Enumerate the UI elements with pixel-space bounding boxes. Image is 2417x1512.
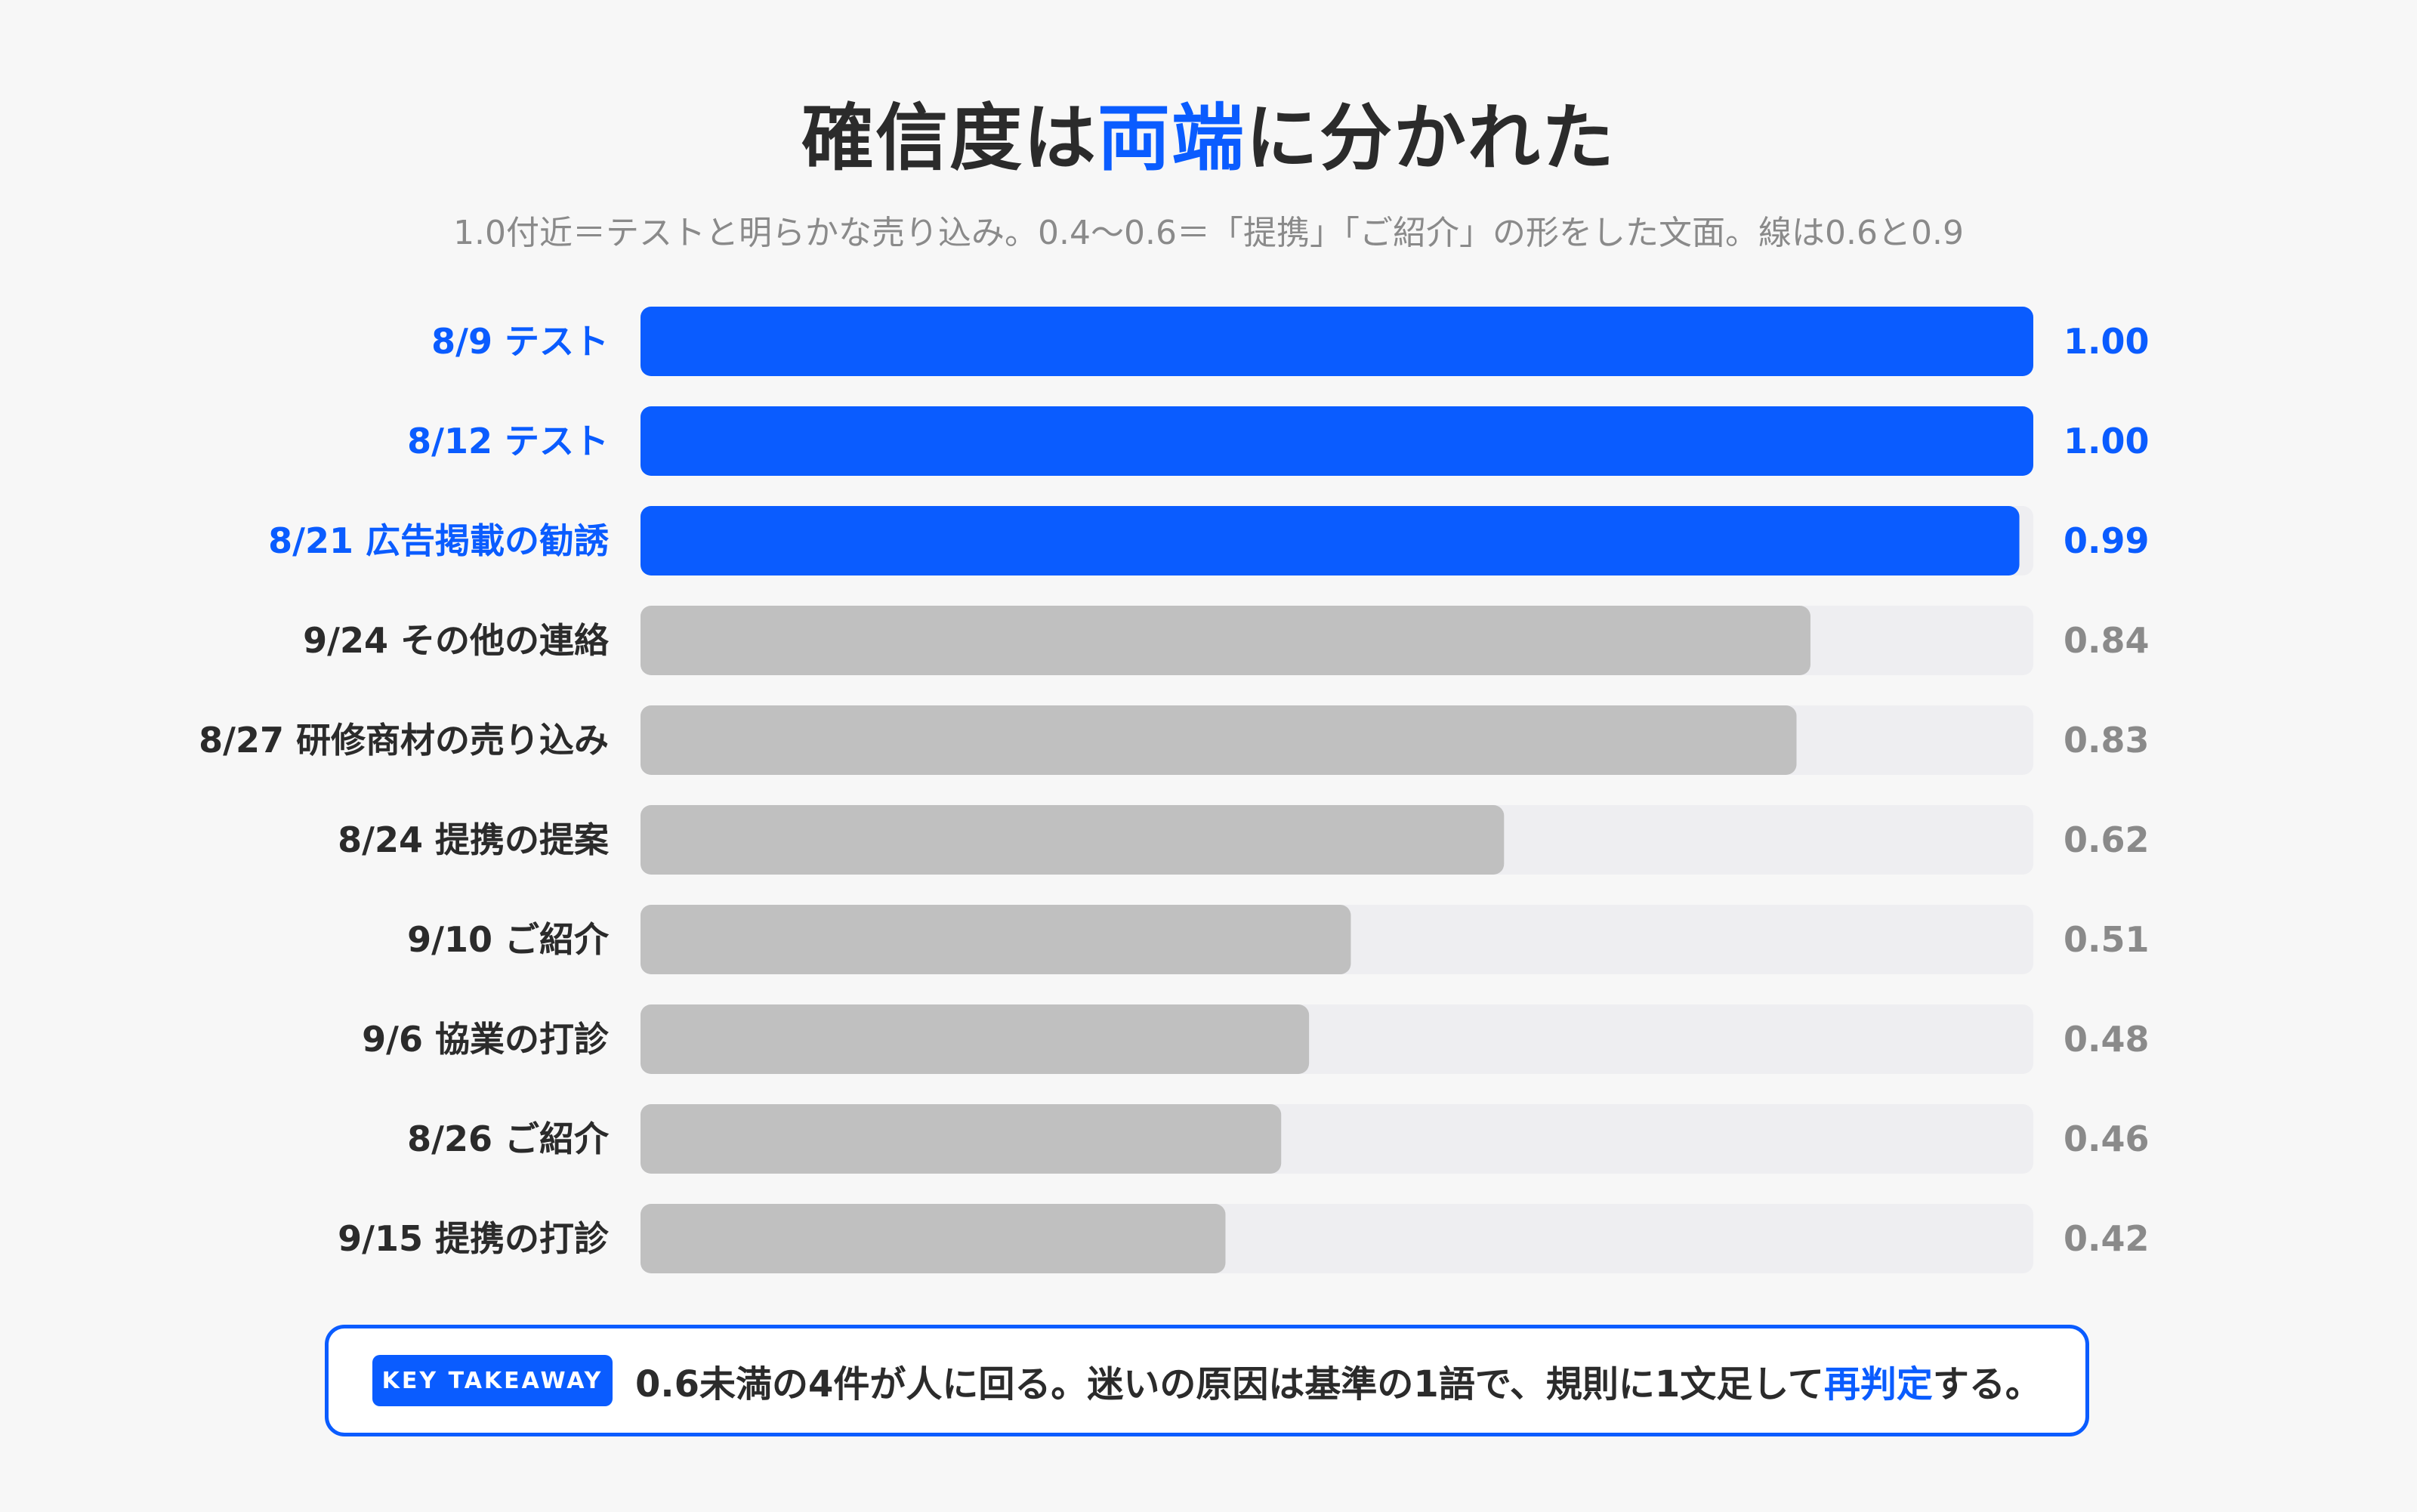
bar (641, 406, 2033, 476)
takeaway-text-before: 0.6未満の4件が人に回る。迷いの原因は基準の1語で、規則に1文足して (635, 1363, 1824, 1406)
bar (641, 1104, 1282, 1174)
bar (641, 506, 2020, 575)
key-takeaway-badge: KEY TAKEAWAY (372, 1355, 613, 1406)
bar-chart: 8/9 テスト 1.00 8/12 テスト 1.00 8/21 広告掲載の勧誘 0.99 9… (199, 307, 2150, 1273)
takeaway-text-after: する。 (1932, 1363, 2042, 1406)
chart-subtitle: 1.0付近＝テストと明らかな売り込み。0.4〜0.6＝「提携」「ご紹介」の形をし… (453, 214, 1964, 252)
category-label: 9/24 その他の連絡 (303, 620, 610, 661)
bar-row: 8/9 テスト 1.00 (431, 307, 2150, 376)
value-label: 1.00 (2064, 421, 2150, 461)
value-label: 0.42 (2064, 1218, 2150, 1259)
title-part-accent: 両端 (1097, 96, 1246, 181)
bar (641, 606, 1810, 675)
category-label: 9/6 協業の打診 (362, 1019, 610, 1060)
category-label: 8/27 研修商材の売り込み (199, 720, 609, 761)
category-label: 8/24 提携の提案 (338, 819, 610, 860)
category-label: 9/10 ご紹介 (407, 919, 610, 960)
value-label: 0.84 (2064, 620, 2150, 661)
title-part-1: 確信度は (801, 96, 1097, 181)
bar-row: 9/10 ご紹介 0.51 (407, 905, 2150, 974)
bar (641, 705, 1797, 775)
value-label: 0.83 (2064, 720, 2150, 761)
key-takeaway-box: KEY TAKEAWAY 0.6未満の4件が人に回る。迷いの原因は基準の1語で、… (325, 1325, 2089, 1436)
value-label: 0.99 (2064, 520, 2150, 561)
category-label: 8/21 広告掲載の勧誘 (268, 520, 610, 561)
bar-row: 8/26 ご紹介 0.46 (407, 1104, 2150, 1174)
value-label: 0.48 (2064, 1019, 2150, 1060)
category-label: 8/26 ご紹介 (407, 1119, 610, 1159)
takeaway-text-accent: 再判定 (1823, 1363, 1933, 1406)
value-label: 0.51 (2064, 919, 2150, 960)
bar-row: 9/15 提携の打診 0.42 (338, 1204, 2150, 1273)
category-label: 8/12 テスト (407, 421, 609, 461)
bar (641, 1004, 1310, 1074)
bar (641, 905, 1351, 974)
chart-title: 確信度は両端に分かれた (0, 79, 2417, 184)
category-label: 9/15 提携の打診 (338, 1218, 610, 1259)
bar-row: 8/12 テスト 1.00 (407, 406, 2150, 476)
key-takeaway-text: 0.6未満の4件が人に回る。迷いの原因は基準の1語で、規則に1文足して再判定する… (635, 1354, 2042, 1407)
value-label: 1.00 (2064, 321, 2150, 362)
bar-row: 8/21 広告掲載の勧誘 0.99 (268, 506, 2150, 575)
bar (641, 805, 1505, 875)
bar-row: 9/6 協業の打診 0.48 (362, 1004, 2150, 1074)
title-part-3: に分かれた (1246, 96, 1616, 181)
bar-row: 8/24 提携の提案 0.62 (338, 805, 2150, 875)
category-label: 8/9 テスト (431, 321, 609, 362)
bar (641, 1204, 1226, 1273)
bar-row: 9/24 その他の連絡 0.84 (303, 606, 2150, 675)
value-label: 0.46 (2064, 1119, 2150, 1159)
value-label: 0.62 (2064, 819, 2150, 860)
bar-row: 8/27 研修商材の売り込み 0.83 (199, 705, 2150, 775)
bar (641, 307, 2033, 376)
